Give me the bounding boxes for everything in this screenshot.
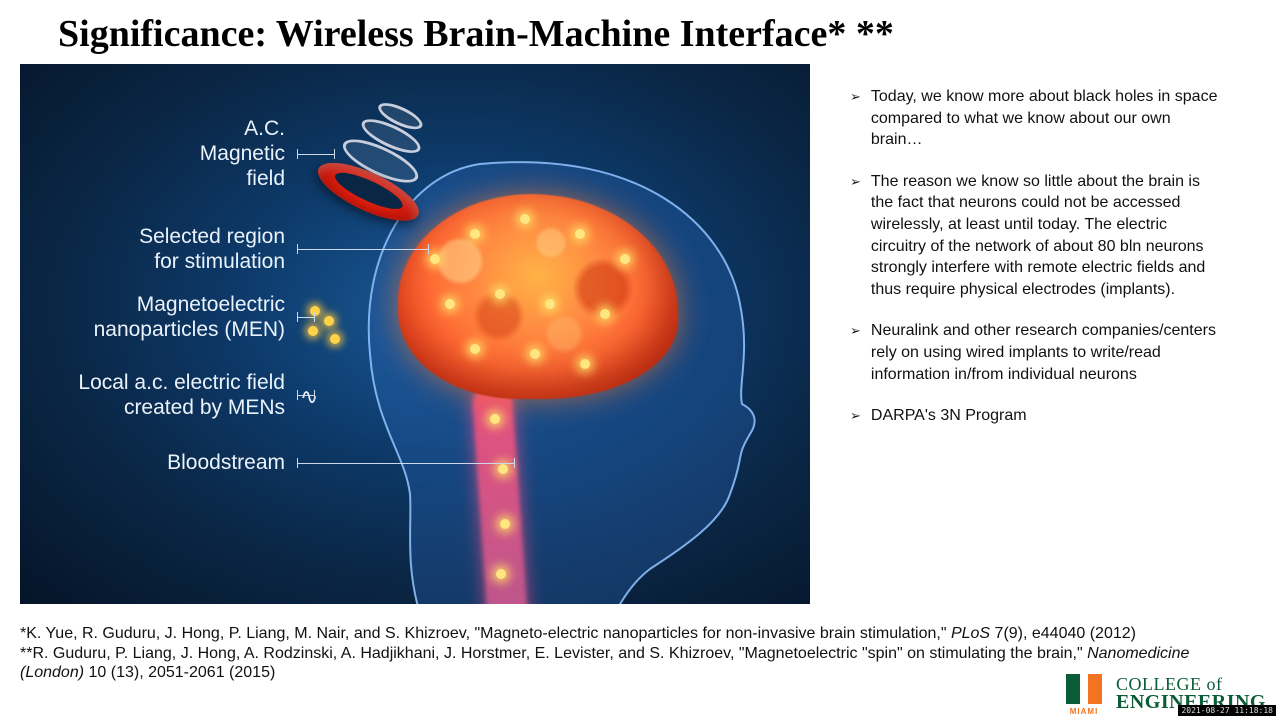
bullet-text: Today, we know more about black holes in…	[871, 86, 1220, 151]
bullet-arrow-icon: ➢	[850, 405, 861, 427]
bullet-item: ➢ DARPA's 3N Program	[850, 405, 1220, 427]
glow-dot	[520, 214, 530, 224]
bullet-item: ➢Today, we know more about black holes i…	[850, 86, 1220, 151]
bullet-text: DARPA's 3N Program	[871, 405, 1027, 427]
nanoparticle-dot	[308, 326, 318, 336]
bullet-arrow-icon: ➢	[850, 171, 861, 301]
citation-line: *K. Yue, R. Guduru, J. Hong, P. Liang, M…	[20, 624, 1220, 644]
main-content: ∿ A.C.Magneticfield Selected regionfor st…	[0, 64, 1280, 604]
bullet-arrow-icon: ➢	[850, 86, 861, 151]
glow-dot	[490, 414, 500, 424]
glow-dot	[470, 344, 480, 354]
glow-dot	[470, 229, 480, 239]
glow-dot	[580, 359, 590, 369]
glow-dot	[575, 229, 585, 239]
glow-dot	[530, 349, 540, 359]
u-mark-icon: MIAMI	[1062, 674, 1106, 714]
citation-line: **R. Guduru, P. Liang, J. Hong, A. Rodzi…	[20, 644, 1220, 683]
glow-dot	[545, 299, 555, 309]
nanoparticle-dot	[324, 316, 334, 326]
bullet-text: The reason we know so little about the b…	[871, 171, 1220, 301]
citations: *K. Yue, R. Guduru, J. Hong, P. Liang, M…	[20, 624, 1220, 683]
ac-field-symbol: ∿	[300, 384, 318, 410]
bullet-item: ➢The reason we know so little about the …	[850, 171, 1220, 301]
diagram-label: Selected regionfor stimulation	[139, 224, 285, 274]
bullet-arrow-icon: ➢	[850, 320, 861, 385]
bullet-item: ➢Neuralink and other research companies/…	[850, 320, 1220, 385]
nanoparticle-dot	[310, 306, 320, 316]
glow-dot	[496, 569, 506, 579]
glow-dot	[620, 254, 630, 264]
diagram-label: Magnetoelectricnanoparticles (MEN)	[94, 292, 285, 342]
slide-title: Significance: Wireless Brain-Machine Int…	[0, 0, 1280, 64]
nanoparticle-dot	[330, 334, 340, 344]
diagram-label: Bloodstream	[167, 450, 285, 475]
bullet-text: Neuralink and other research companies/c…	[871, 320, 1220, 385]
glow-dot	[600, 309, 610, 319]
diagram-label: Local a.c. electric fieldcreated by MENs	[78, 370, 285, 420]
glow-dot	[495, 289, 505, 299]
glow-dot	[445, 299, 455, 309]
glow-dot	[500, 519, 510, 529]
brain-diagram: ∿ A.C.Magneticfield Selected regionfor st…	[20, 64, 810, 604]
glow-dot	[498, 464, 508, 474]
logo-miami: MIAMI	[1062, 707, 1106, 716]
timestamp-overlay: 2021-08-27 11:18:18	[1178, 705, 1276, 716]
diagram-label: A.C.Magneticfield	[200, 116, 285, 192]
bullet-list: ➢Today, we know more about black holes i…	[850, 64, 1220, 604]
glow-dot	[430, 254, 440, 264]
